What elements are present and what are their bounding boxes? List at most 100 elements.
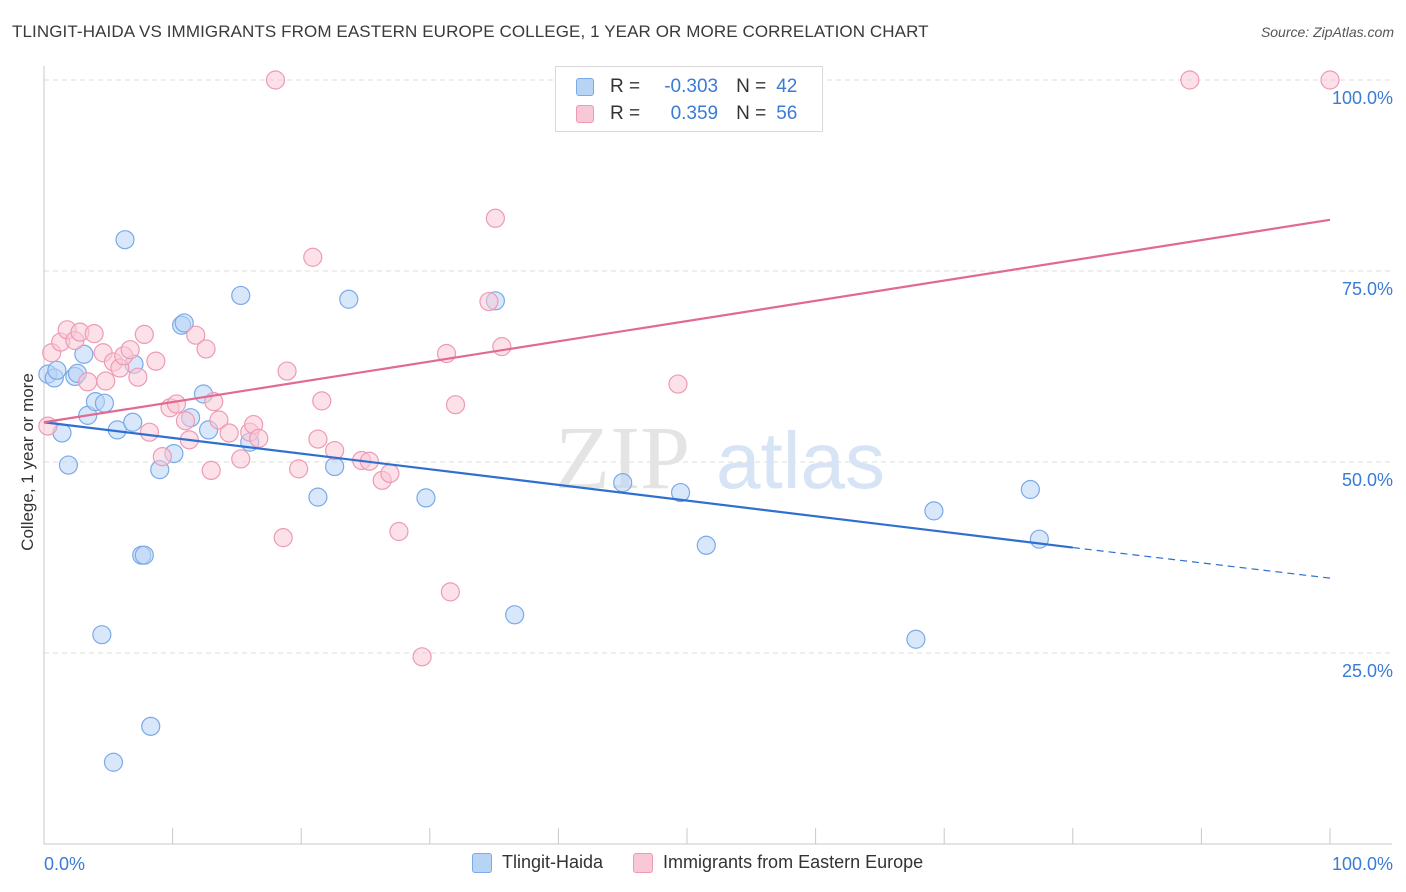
point-immigrants xyxy=(445,395,466,415)
series-label-tlingit: Tlingit-Haida xyxy=(502,852,604,872)
point-immigrants xyxy=(128,367,148,387)
point-tlingit xyxy=(231,285,251,306)
point-immigrants xyxy=(303,247,323,267)
point-immigrants xyxy=(412,647,432,667)
point-immigrants xyxy=(1320,70,1340,90)
point-immigrants xyxy=(219,423,239,443)
point-immigrants xyxy=(1180,70,1200,90)
point-tlingit xyxy=(505,605,525,625)
source-label: Source: ZipAtlas.com xyxy=(1260,24,1394,40)
point-immigrants xyxy=(273,528,293,548)
point-tlingit xyxy=(58,455,79,475)
point-immigrants xyxy=(492,337,512,357)
point-tlingit xyxy=(174,313,194,333)
trend-lines xyxy=(43,218,1331,579)
point-immigrants xyxy=(308,429,328,449)
legend-n-label: N = xyxy=(736,76,767,97)
point-tlingit xyxy=(906,629,926,649)
point-immigrants xyxy=(440,582,460,602)
point-immigrants xyxy=(209,410,229,430)
legend-r-value: 0.359 xyxy=(670,103,719,124)
point-tlingit xyxy=(1020,479,1040,500)
point-immigrants xyxy=(479,291,499,312)
point-immigrants xyxy=(485,208,505,228)
point-tlingit xyxy=(1029,529,1049,549)
point-immigrants xyxy=(134,324,154,345)
legend-r-label: R = xyxy=(610,103,641,124)
axes xyxy=(43,66,1392,845)
point-tlingit xyxy=(696,535,716,555)
legend-swatch-tlingit xyxy=(576,78,594,96)
point-immigrants xyxy=(152,447,172,467)
point-immigrants xyxy=(265,70,286,90)
point-tlingit xyxy=(103,752,124,772)
point-immigrants xyxy=(201,460,221,481)
series-legend-tlingit: Tlingit-Haida xyxy=(472,852,603,873)
point-tlingit xyxy=(308,487,328,507)
y-tick-label: 25.0% xyxy=(1342,661,1393,681)
point-immigrants xyxy=(120,340,140,360)
point-immigrants xyxy=(312,391,332,411)
point-immigrants xyxy=(166,394,187,414)
tick-labels: 25.0% 50.0% 75.0% 100.0% 0.0% 100.0% xyxy=(44,88,1393,874)
chart-title: TLINGIT-HAIDA VS IMMIGRANTS FROM EASTERN… xyxy=(12,22,929,41)
point-tlingit xyxy=(92,625,112,645)
point-tlingit xyxy=(47,360,67,380)
legend-row-tlingit: R = -0.303 N = 42 xyxy=(576,75,797,99)
point-tlingit xyxy=(115,230,135,250)
x-tick-label: 0.0% xyxy=(44,854,85,874)
point-tlingit xyxy=(325,456,345,477)
point-immigrants xyxy=(231,449,251,469)
point-immigrants xyxy=(668,374,688,394)
y-tick-label: 100.0% xyxy=(1332,88,1393,108)
legend-n-value: 42 xyxy=(776,76,798,97)
legend-r-label: R = xyxy=(610,76,641,97)
point-tlingit xyxy=(141,716,161,736)
grid-lines xyxy=(44,79,1392,654)
point-immigrants xyxy=(380,463,400,484)
y-axis-label: College, 1 year or more xyxy=(18,373,37,551)
point-tlingit xyxy=(94,393,115,413)
point-tlingit xyxy=(670,482,691,503)
point-immigrants xyxy=(84,324,104,344)
point-immigrants xyxy=(78,372,98,392)
x-tick-label: 100.0% xyxy=(1332,854,1393,874)
point-immigrants xyxy=(325,440,345,461)
y-tick-label: 75.0% xyxy=(1342,279,1393,299)
point-tlingit xyxy=(123,412,143,432)
point-immigrants xyxy=(186,325,206,345)
legend-swatch-immigrants xyxy=(576,105,594,123)
trend-line-tlingit xyxy=(43,421,1073,549)
series-swatch-tlingit xyxy=(472,852,492,873)
point-immigrants xyxy=(139,422,160,442)
point-tlingit xyxy=(134,545,154,565)
series-label-immigrants: Immigrants from Eastern Europe xyxy=(663,852,924,872)
series-swatch-immigrants xyxy=(633,852,654,873)
legend-row-immigrants: R = 0.359 N = 56 xyxy=(576,102,797,126)
watermark: ZIP atlas xyxy=(555,409,885,508)
point-immigrants xyxy=(289,459,309,479)
point-immigrants xyxy=(175,411,196,431)
legend-n-label: N = xyxy=(736,103,767,124)
point-immigrants xyxy=(389,521,409,542)
watermark-atlas: atlas xyxy=(716,416,885,505)
point-tlingit xyxy=(924,501,944,521)
legend-n-value: 56 xyxy=(776,103,798,124)
point-tlingit xyxy=(416,488,436,508)
point-tlingit xyxy=(339,289,359,309)
series-legend-immigrants: Immigrants from Eastern Europe xyxy=(633,852,923,873)
point-immigrants xyxy=(249,428,269,448)
point-immigrants xyxy=(196,339,216,359)
point-immigrants xyxy=(146,351,166,371)
trend-line-tlingit-extension xyxy=(1072,546,1331,579)
point-tlingit xyxy=(613,473,633,493)
trend-line-immigrants xyxy=(43,218,1331,424)
point-immigrants xyxy=(96,371,116,391)
series-legend: Tlingit-Haida Immigrants from Eastern Eu… xyxy=(472,852,953,873)
point-immigrants xyxy=(277,361,297,381)
point-tlingit xyxy=(74,344,94,364)
correlation-legend: R = -0.303 N = 42 R = 0.359 N = 56 xyxy=(555,66,823,132)
legend-r-value: -0.303 xyxy=(664,76,719,97)
y-tick-label: 50.0% xyxy=(1342,470,1393,490)
